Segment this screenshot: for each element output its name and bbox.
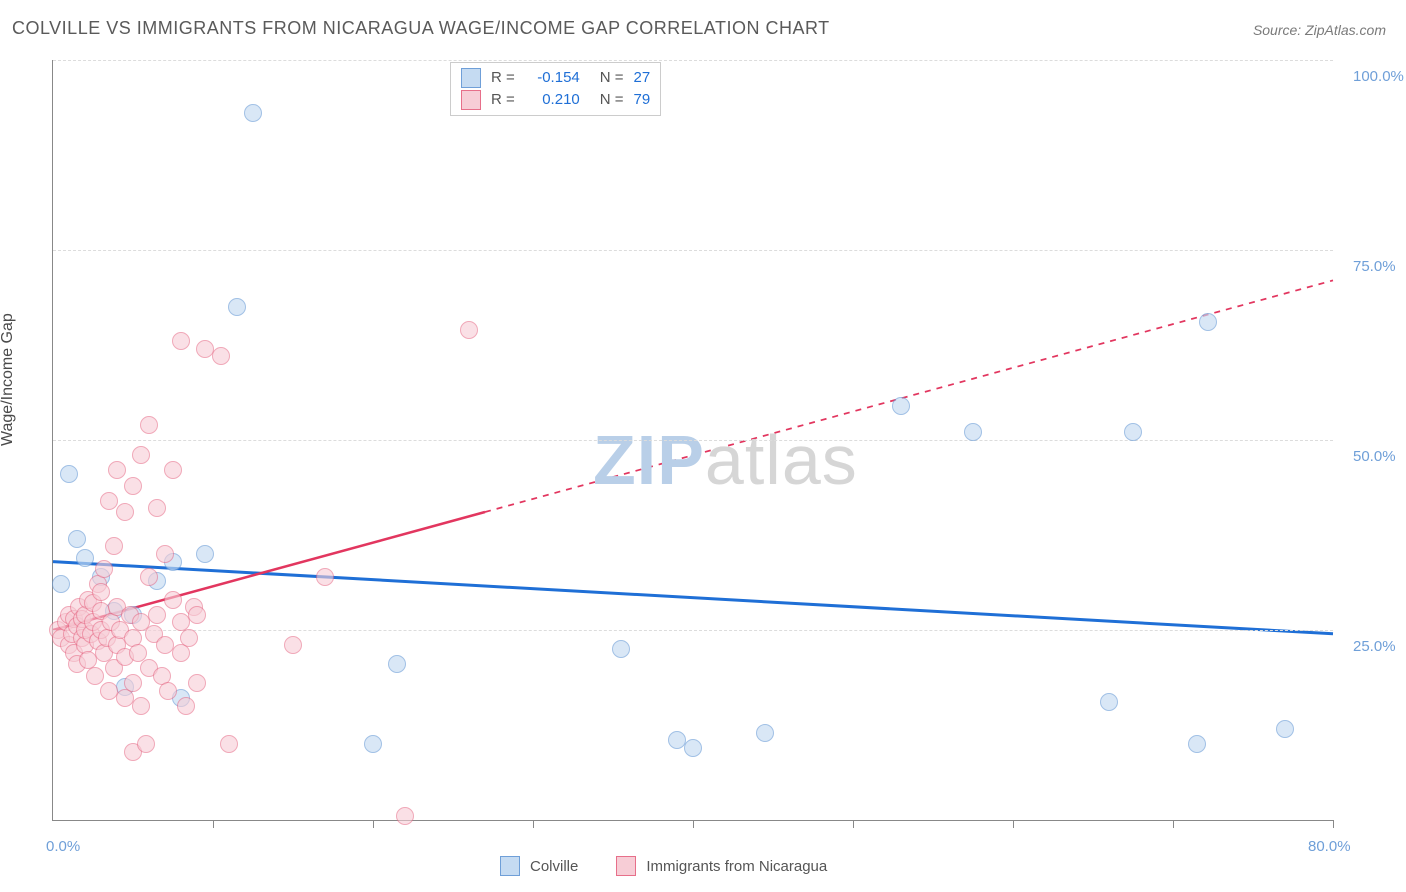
scatter-point xyxy=(612,640,630,658)
legend-stats-row: R = -0.154 N = 27 xyxy=(461,67,650,89)
scatter-point xyxy=(964,423,982,441)
stat-r-label: R = xyxy=(491,67,515,89)
legend-stats-row: R = 0.210 N = 79 xyxy=(461,89,650,111)
scatter-point xyxy=(180,629,198,647)
x-tick-label: 0.0% xyxy=(46,838,80,855)
y-axis-label: Wage/Income Gap xyxy=(0,313,17,446)
legend-stats-box: R = -0.154 N = 27 R = 0.210 N = 79 xyxy=(450,62,661,116)
scatter-point xyxy=(1188,735,1206,753)
scatter-point xyxy=(108,461,126,479)
scatter-point xyxy=(172,332,190,350)
scatter-point xyxy=(148,499,166,517)
scatter-point xyxy=(159,682,177,700)
scatter-point xyxy=(76,549,94,567)
gridline xyxy=(53,630,1333,631)
scatter-point xyxy=(100,492,118,510)
trend-line-solid xyxy=(53,562,1333,634)
scatter-point xyxy=(188,674,206,692)
scatter-point xyxy=(388,655,406,673)
stat-n-label: N = xyxy=(600,89,624,111)
scatter-point xyxy=(228,298,246,316)
scatter-point xyxy=(140,568,158,586)
scatter-point xyxy=(460,321,478,339)
stat-r-value: -0.154 xyxy=(525,67,580,89)
x-tick xyxy=(1173,820,1174,828)
y-tick-label: 25.0% xyxy=(1353,638,1396,655)
scatter-point xyxy=(284,636,302,654)
x-tick xyxy=(853,820,854,828)
legend-swatch xyxy=(616,856,636,876)
stat-r-label: R = xyxy=(491,89,515,111)
scatter-point xyxy=(244,104,262,122)
chart-title: COLVILLE VS IMMIGRANTS FROM NICARAGUA WA… xyxy=(12,18,830,39)
scatter-point xyxy=(92,583,110,601)
scatter-point xyxy=(95,560,113,578)
x-tick xyxy=(213,820,214,828)
x-tick xyxy=(533,820,534,828)
y-tick-label: 100.0% xyxy=(1353,68,1404,85)
stat-n-value: 79 xyxy=(634,89,651,111)
scatter-point xyxy=(196,545,214,563)
legend-swatch xyxy=(500,856,520,876)
gridline xyxy=(53,440,1333,441)
gridline xyxy=(53,250,1333,251)
x-tick xyxy=(1013,820,1014,828)
scatter-point xyxy=(164,591,182,609)
scatter-point xyxy=(1199,313,1217,331)
scatter-point xyxy=(86,667,104,685)
scatter-point xyxy=(60,465,78,483)
y-tick-label: 75.0% xyxy=(1353,258,1396,275)
y-tick-label: 50.0% xyxy=(1353,448,1396,465)
scatter-point xyxy=(68,530,86,548)
scatter-point xyxy=(892,397,910,415)
gridline xyxy=(53,60,1333,61)
scatter-point xyxy=(105,537,123,555)
scatter-point xyxy=(1276,720,1294,738)
stat-n-label: N = xyxy=(600,67,624,89)
scatter-point xyxy=(177,697,195,715)
scatter-point xyxy=(756,724,774,742)
source-attribution: Source: ZipAtlas.com xyxy=(1253,22,1386,38)
scatter-point xyxy=(364,735,382,753)
scatter-point xyxy=(396,807,414,825)
stat-r-value: 0.210 xyxy=(525,89,580,111)
scatter-point xyxy=(220,735,238,753)
scatter-point xyxy=(124,477,142,495)
scatter-point xyxy=(156,545,174,563)
x-tick xyxy=(1333,820,1334,828)
legend-series: Colville Immigrants from Nicaragua xyxy=(500,856,855,876)
scatter-point xyxy=(132,697,150,715)
plot-area: ZIPatlas 25.0%50.0%75.0%100.0% xyxy=(52,60,1333,821)
scatter-point xyxy=(148,606,166,624)
scatter-point xyxy=(137,735,155,753)
scatter-point xyxy=(188,606,206,624)
scatter-point xyxy=(684,739,702,757)
scatter-point xyxy=(116,503,134,521)
scatter-point xyxy=(132,446,150,464)
x-tick-label: 80.0% xyxy=(1308,838,1351,855)
x-tick xyxy=(373,820,374,828)
scatter-point xyxy=(164,461,182,479)
scatter-point xyxy=(140,416,158,434)
scatter-point xyxy=(124,674,142,692)
legend-swatch xyxy=(461,90,481,110)
scatter-point xyxy=(52,575,70,593)
scatter-point xyxy=(212,347,230,365)
x-tick xyxy=(693,820,694,828)
scatter-point xyxy=(1100,693,1118,711)
stat-n-value: 27 xyxy=(634,67,651,89)
legend-swatch xyxy=(461,68,481,88)
scatter-point xyxy=(1124,423,1142,441)
legend-series-label: Colville xyxy=(530,858,578,875)
scatter-point xyxy=(316,568,334,586)
legend-series-label: Immigrants from Nicaragua xyxy=(646,858,827,875)
